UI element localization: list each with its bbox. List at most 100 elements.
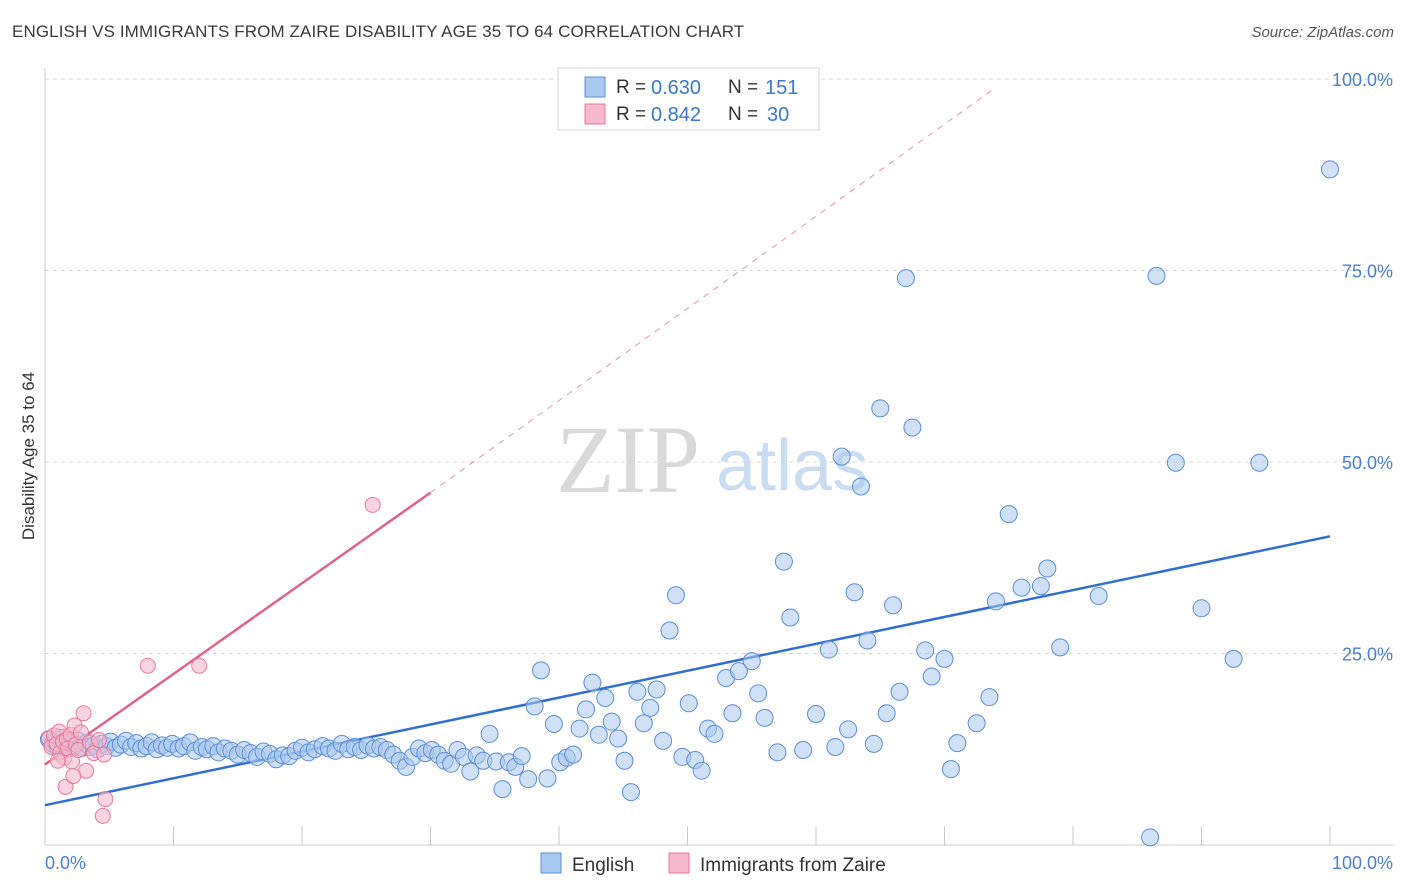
english-point [941, 760, 960, 779]
bottom-legend: English Immigrants from Zaire [540, 852, 886, 876]
legend-r-label-english: R = [616, 77, 646, 98]
english-point [948, 734, 967, 753]
english-point [1166, 453, 1185, 472]
zaire-point [49, 752, 66, 769]
zaire-point [72, 724, 89, 741]
english-point [999, 505, 1018, 524]
chart-title: ENGLISH VS IMMIGRANTS FROM ZAIRE DISABIL… [12, 22, 745, 41]
english-point [723, 704, 742, 723]
english-point [839, 720, 858, 739]
english-point [679, 694, 698, 713]
english-point [807, 705, 825, 724]
zaire-point [70, 742, 87, 759]
zaire-point [94, 807, 111, 824]
english-point [544, 714, 563, 733]
zaire-point [90, 732, 107, 749]
english-point [641, 698, 660, 717]
english-point [621, 783, 640, 802]
english-point [654, 731, 673, 750]
english-point [845, 583, 864, 602]
legend-n-label-english: N = [728, 77, 758, 98]
english-point [896, 269, 915, 288]
english-point [1038, 559, 1057, 578]
english-point [794, 741, 813, 760]
zaire-point [96, 746, 113, 763]
y-axis-label: Disability Age 35 to 64 [19, 372, 38, 540]
english-point [755, 708, 774, 727]
english-point [570, 719, 589, 738]
legend-n-value-zaire: 30 [767, 104, 789, 126]
english-point [692, 761, 711, 780]
english-point [826, 737, 845, 756]
english-point [1192, 599, 1211, 618]
english-point [1141, 828, 1160, 847]
x-tick-label-max: 100.0% [1332, 853, 1393, 873]
zaire-point [97, 791, 114, 808]
english-point [589, 725, 608, 744]
english-point [922, 667, 941, 686]
english-point [890, 682, 909, 701]
legend: R = 0.630 N = 151 R = 0.842 N = 30 [557, 67, 820, 131]
bottom-legend-swatch-zaire [668, 852, 690, 874]
english-point [1012, 578, 1031, 597]
english-point [986, 592, 1005, 611]
english-point [819, 640, 838, 659]
english-point [903, 418, 922, 437]
english-point [602, 712, 621, 731]
english-point [935, 649, 954, 668]
english-point [729, 662, 748, 681]
zaire-trend-extension [430, 87, 997, 494]
english-point [1031, 577, 1050, 596]
zaire-point [364, 496, 381, 513]
english-point [884, 596, 903, 615]
legend-n-value-english: 151 [765, 77, 798, 99]
source-label: Source: ZipAtlas.com [1251, 24, 1394, 41]
english-point [871, 399, 890, 418]
english-point [768, 743, 787, 762]
english-point [851, 477, 870, 496]
x-tick-label-min: 0.0% [45, 853, 86, 873]
english-point [512, 747, 531, 766]
legend-r-label-zaire: R = [616, 104, 646, 125]
english-point [583, 673, 602, 692]
english-point [877, 704, 896, 723]
english-point [832, 447, 851, 466]
english-point [628, 682, 647, 701]
english-point [858, 631, 877, 650]
english-point [749, 684, 768, 703]
english-point [864, 734, 883, 753]
legend-swatch-zaire [584, 103, 606, 125]
legend-r-value-zaire: 0.842 [651, 104, 701, 126]
gridlines [45, 78, 1393, 654]
english-point [660, 621, 679, 640]
watermark-zip: ZIP [556, 406, 700, 513]
legend-r-value-english: 0.630 [651, 77, 701, 99]
english-point [576, 700, 595, 719]
english-point [461, 762, 480, 781]
english-point [1147, 266, 1166, 285]
english-point [666, 586, 685, 605]
english-point [532, 661, 551, 680]
english-point [480, 724, 499, 743]
english-point [1250, 453, 1269, 472]
y-tick-label-25: 25.0% [1342, 645, 1393, 665]
english-point [781, 608, 800, 627]
y-tick-label-75: 75.0% [1342, 262, 1393, 282]
english-point [519, 770, 538, 789]
english-trend-line [44, 535, 1331, 807]
legend-swatch-english [584, 76, 606, 98]
tick-labels: 25.0% 50.0% 75.0% 100.0% 0.0% 100.0% [45, 70, 1393, 873]
english-point [742, 652, 761, 671]
zaire-trend-line [44, 491, 432, 766]
zaire-point [75, 705, 92, 722]
english-point [538, 769, 557, 788]
watermark-atlas: atlas [716, 426, 868, 506]
english-point [615, 751, 634, 770]
zaire-point [57, 778, 74, 795]
english-point [967, 714, 986, 733]
english-point [634, 714, 653, 733]
english-point [1224, 649, 1243, 668]
zaire-point [191, 657, 208, 674]
english-point [493, 780, 512, 799]
